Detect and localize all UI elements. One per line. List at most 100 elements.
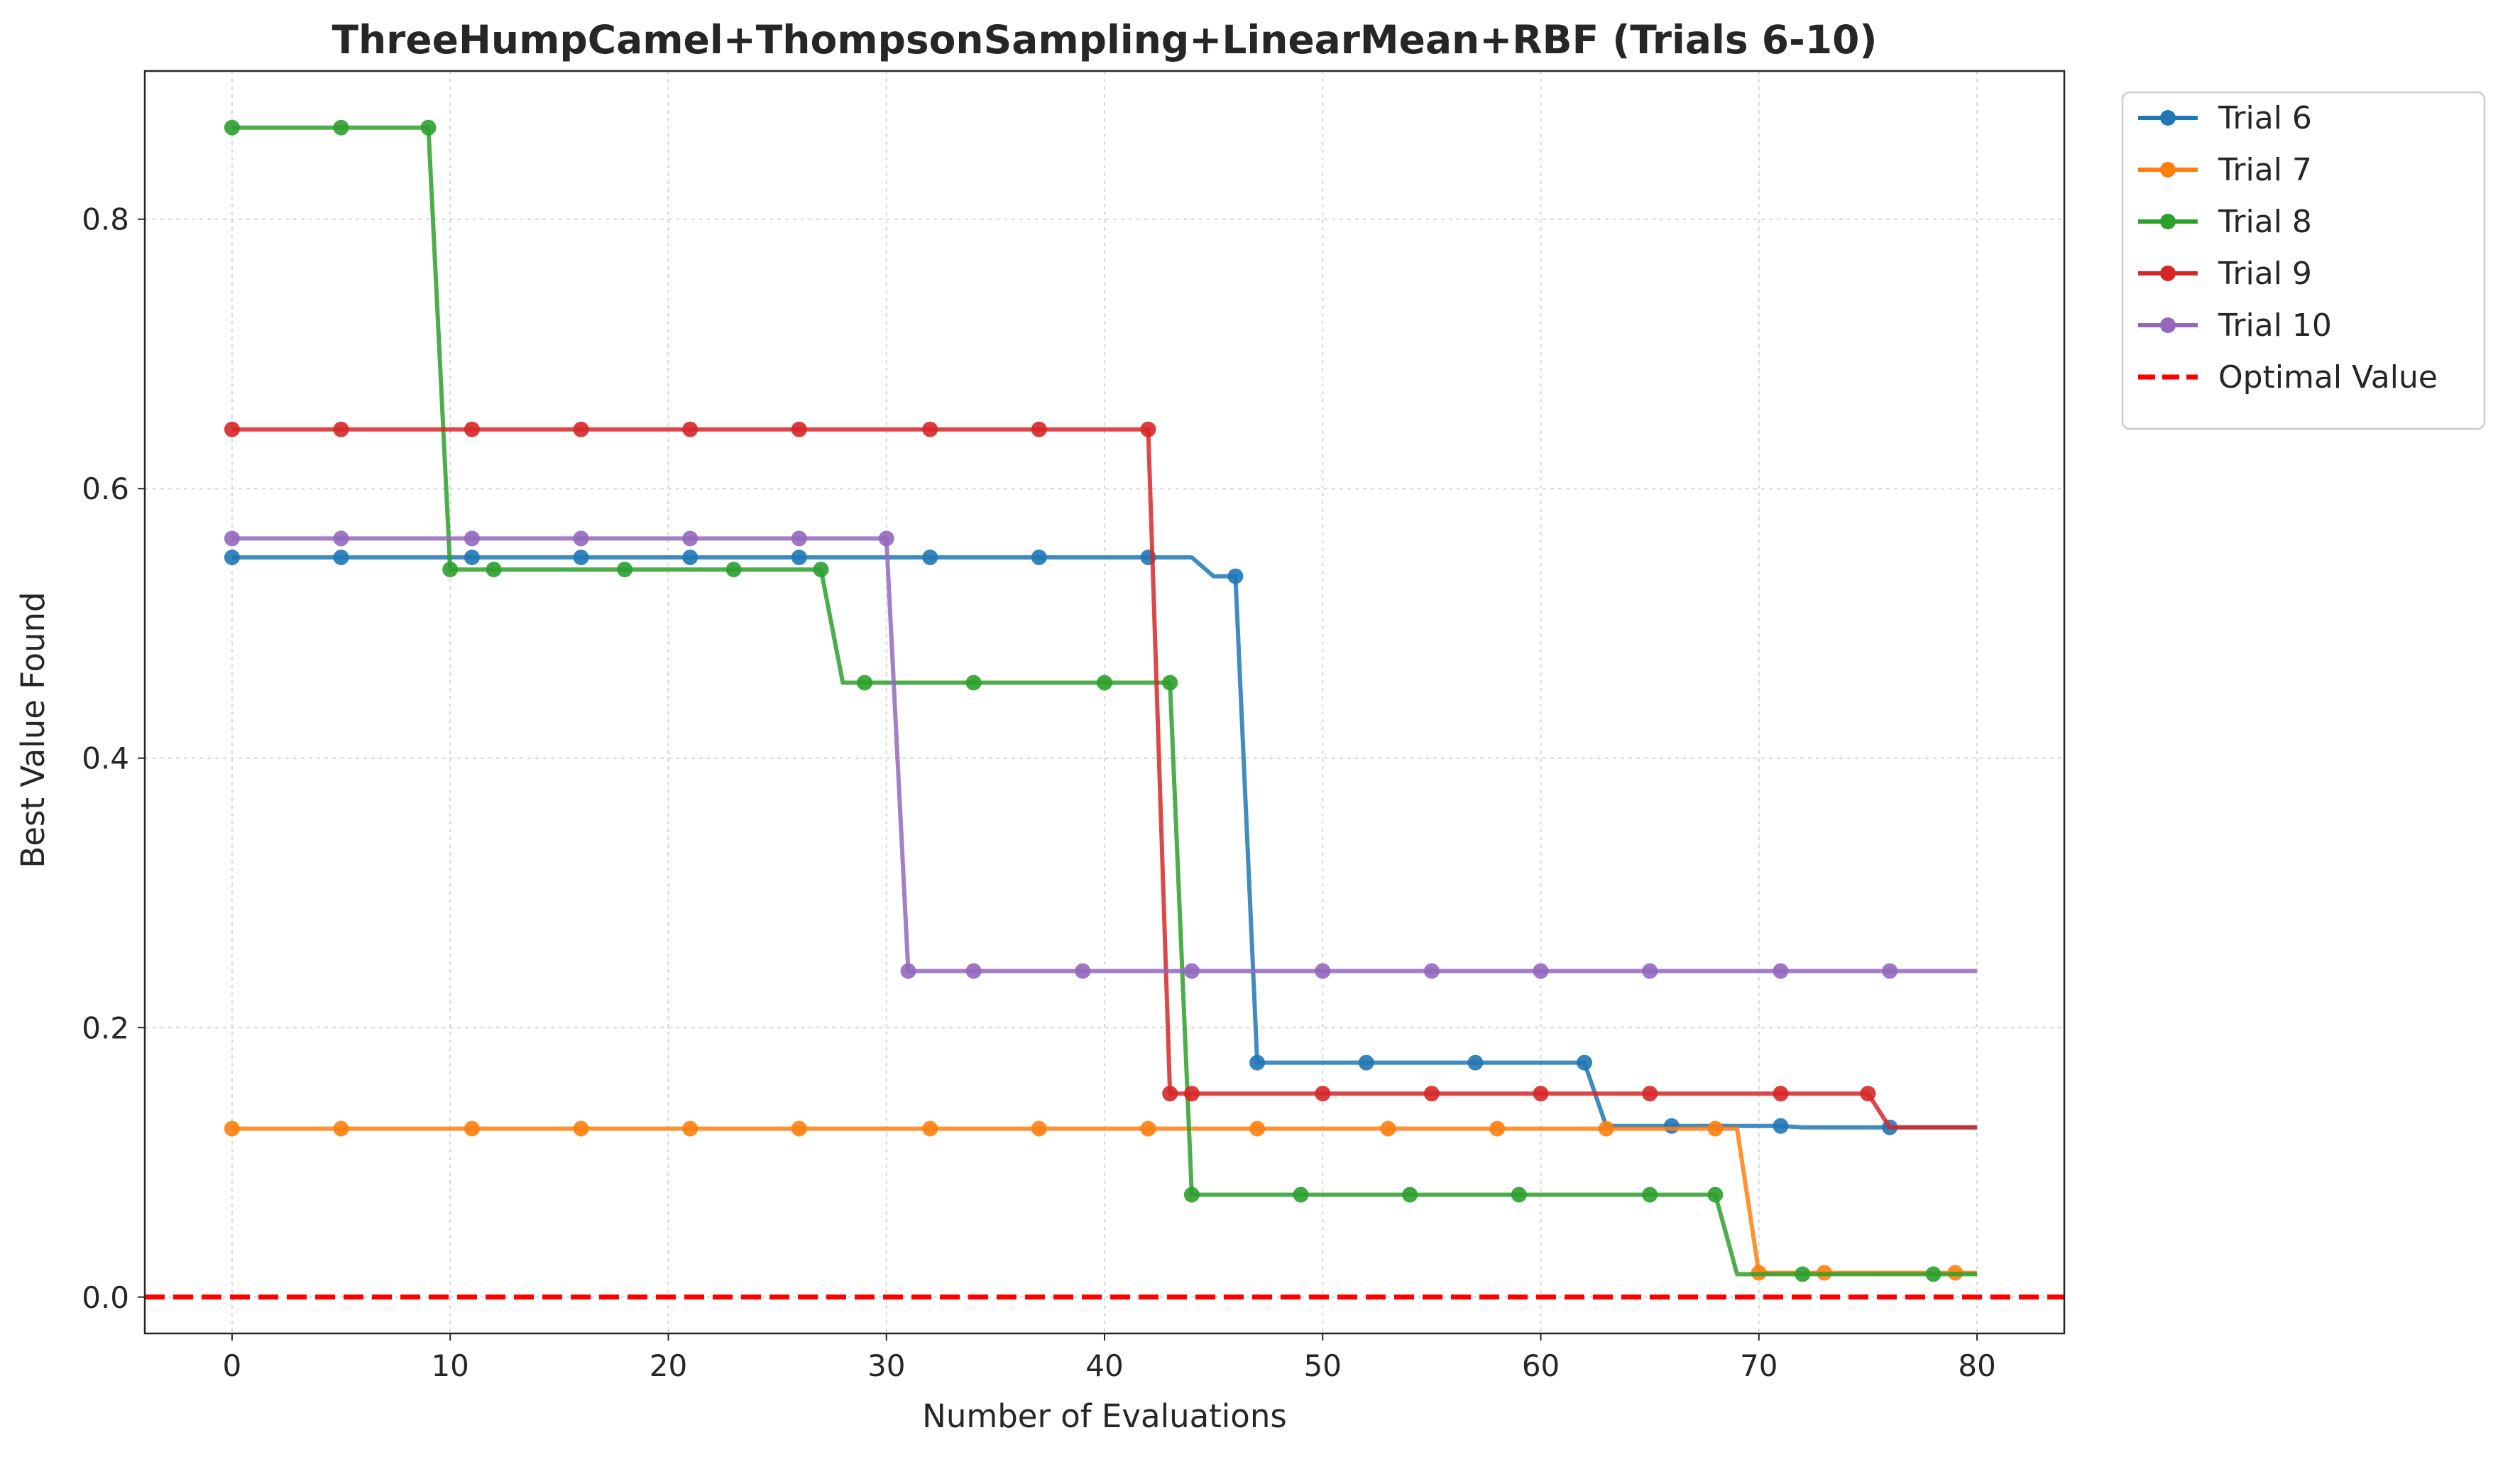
legend-marker (2160, 162, 2176, 178)
x-axis-ticks: 0 10 20 30 40 50 60 70 80 (223, 1333, 1996, 1383)
data-point (1162, 675, 1178, 691)
data-point (965, 963, 982, 979)
data-point (1140, 421, 1156, 437)
data-point (725, 562, 742, 578)
data-point (333, 550, 349, 565)
plot-frame (143, 70, 2066, 1335)
data-point (682, 421, 699, 437)
data-point (1075, 963, 1091, 979)
x-tick-label: 10 (431, 1348, 469, 1383)
data-point (813, 562, 829, 578)
data-point (1031, 1120, 1047, 1137)
chart-title: ThreeHumpCamel+ThompsonSampling+LinearMe… (332, 17, 1877, 62)
data-point (1140, 1120, 1156, 1137)
legend-label: Trial 9 (2218, 256, 2312, 292)
data-point (1358, 1054, 1374, 1071)
legend-label: Trial 6 (2218, 100, 2312, 136)
series-layer (145, 119, 2064, 1300)
data-point (1423, 963, 1440, 979)
data-point (1183, 1086, 1200, 1102)
data-point (1533, 1086, 1549, 1102)
data-point (1773, 963, 1789, 979)
data-point (682, 550, 699, 565)
y-tick-label: 0.6 (82, 471, 129, 506)
data-point (1598, 1120, 1614, 1137)
data-point (857, 675, 872, 691)
data-point (1097, 675, 1112, 691)
data-point (333, 1120, 349, 1137)
legend-entry: Trial 6 (2138, 100, 2312, 136)
legend-entry: Optimal Value (2138, 359, 2438, 395)
data-point (1642, 1086, 1658, 1102)
data-point (878, 530, 894, 547)
data-point (682, 530, 699, 547)
data-point (1423, 1086, 1440, 1102)
data-point (791, 1120, 807, 1137)
legend-entry: Trial 7 (2138, 152, 2312, 188)
data-point (464, 550, 480, 565)
data-point (1315, 1086, 1331, 1102)
data-point (1663, 1118, 1680, 1134)
legend-label: Trial 10 (2218, 307, 2332, 344)
series-line (231, 125, 1978, 1277)
x-tick-label: 70 (1740, 1348, 1777, 1383)
x-tick-label: 30 (867, 1348, 905, 1383)
data-point (1315, 963, 1331, 979)
y-axis-label: Best Value Found (14, 591, 52, 868)
series-trial-8 (224, 119, 1978, 1282)
legend-entry: Trial 8 (2138, 204, 2312, 240)
data-point (900, 963, 916, 979)
data-point (1707, 1186, 1724, 1203)
y-axis-ticks: 0.0 0.2 0.4 0.6 0.8 (82, 202, 145, 1315)
data-point (464, 530, 480, 547)
x-tick-label: 20 (650, 1348, 687, 1383)
data-point (442, 562, 459, 578)
y-tick-label: 0.0 (82, 1280, 129, 1315)
data-point (1511, 1186, 1527, 1203)
data-point (1402, 1186, 1418, 1203)
x-axis-label: Number of Evaluations (922, 1397, 1287, 1435)
legend-label: Trial 7 (2218, 152, 2312, 188)
legend-label: Trial 8 (2218, 204, 2312, 240)
series-trial-6 (224, 550, 1978, 1135)
data-point (1707, 1120, 1724, 1137)
y-tick-label: 0.8 (82, 202, 129, 237)
data-point (486, 562, 502, 578)
data-point (1183, 1186, 1200, 1203)
series-trial-10 (224, 530, 1978, 979)
data-point (1467, 1054, 1484, 1071)
data-point (922, 421, 938, 437)
y-tick-label: 0.2 (82, 1010, 129, 1045)
legend-marker (2160, 110, 2176, 126)
legend-box (2121, 91, 2486, 430)
data-point (1249, 1054, 1266, 1071)
data-point (224, 119, 240, 136)
data-point (1773, 1118, 1789, 1134)
data-point (333, 421, 349, 437)
data-point (1642, 963, 1658, 979)
series-line (231, 555, 1978, 1130)
legend: Trial 6 Trial 7 Trial 8 Trial 9 Trial 10 Opti… (2121, 91, 2486, 430)
data-point (1882, 963, 1898, 979)
data-point (333, 530, 349, 547)
data-point (1642, 1186, 1658, 1203)
data-point (1577, 1054, 1592, 1071)
data-point (224, 421, 240, 437)
data-point (224, 1120, 240, 1137)
data-point (1183, 963, 1200, 979)
data-point (791, 421, 807, 437)
data-point (922, 550, 938, 565)
x-tick-label: 60 (1522, 1348, 1560, 1383)
legend-label: Optimal Value (2218, 359, 2438, 395)
data-point (1533, 963, 1549, 979)
data-point (922, 1120, 938, 1137)
legend-marker (2160, 317, 2176, 333)
legend-marker (2160, 214, 2176, 229)
series-line (231, 536, 1978, 973)
data-point (682, 1120, 699, 1137)
data-point (333, 119, 349, 136)
data-point (1860, 1086, 1876, 1102)
data-point (1773, 1086, 1789, 1102)
